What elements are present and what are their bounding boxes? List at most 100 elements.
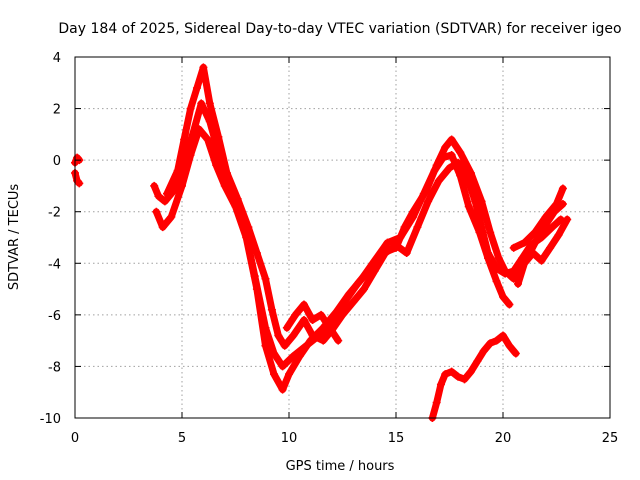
series-trace	[152, 125, 513, 394]
data-point	[199, 63, 208, 72]
data-point	[195, 125, 204, 134]
x-tick-label: 25	[602, 431, 619, 446]
data-point	[163, 189, 172, 198]
series-trace	[163, 63, 565, 350]
data-point	[471, 197, 480, 206]
data-point	[486, 228, 495, 237]
data-point	[180, 135, 189, 144]
series-sat-g	[428, 331, 520, 422]
data-point	[278, 385, 287, 394]
data-point	[511, 349, 520, 358]
data-point	[552, 199, 561, 208]
data-point	[186, 150, 195, 159]
data-point	[520, 259, 529, 268]
data-point	[436, 380, 445, 389]
data-point	[158, 223, 167, 232]
data-point	[492, 336, 501, 345]
data-point	[381, 248, 390, 257]
data-point	[280, 341, 289, 350]
data-point	[492, 277, 501, 286]
data-point	[505, 341, 514, 350]
data-point	[541, 212, 550, 221]
data-point	[441, 370, 450, 379]
data-point	[419, 189, 428, 198]
plot-frame	[74, 56, 611, 419]
data-point	[75, 179, 84, 188]
data-point	[432, 398, 441, 407]
data-point	[291, 310, 300, 319]
y-tick-label: 2	[53, 103, 61, 118]
data-point	[460, 375, 469, 384]
data-point	[454, 372, 463, 381]
data-point	[332, 308, 341, 317]
data-point	[383, 238, 392, 247]
data-point	[486, 339, 495, 348]
data-point	[526, 241, 535, 250]
series-trace	[510, 185, 567, 252]
data-point	[252, 248, 261, 257]
data-point	[479, 346, 488, 355]
data-point	[492, 264, 501, 273]
data-point	[477, 223, 486, 232]
data-point	[319, 336, 328, 345]
data-point	[441, 143, 450, 152]
data-point	[466, 367, 475, 376]
series-sat-f	[282, 300, 343, 345]
data-point	[220, 181, 229, 190]
y-tick-label: -10	[40, 412, 61, 427]
data-point	[447, 135, 456, 144]
data-point	[434, 176, 443, 185]
data-point	[464, 202, 473, 211]
data-point	[563, 215, 572, 224]
data-point	[370, 267, 379, 276]
data-point	[325, 323, 334, 332]
series-trace	[150, 99, 567, 370]
data-point	[285, 370, 293, 379]
y-tick-label: 0	[53, 154, 61, 169]
data-point	[537, 256, 546, 265]
data-point	[349, 297, 358, 306]
data-point	[445, 163, 454, 172]
data-point	[299, 316, 308, 325]
data-point	[267, 305, 276, 314]
data-point	[462, 171, 471, 180]
x-tick-label: 10	[281, 431, 298, 446]
data-point	[203, 135, 212, 144]
data-point	[233, 194, 242, 203]
data-point	[499, 292, 507, 301]
data-point	[167, 212, 176, 221]
data-point	[261, 341, 270, 350]
data-point	[186, 104, 195, 113]
data-point	[396, 233, 405, 242]
series-sat-a	[71, 169, 84, 188]
data-point	[173, 166, 182, 175]
data-point	[299, 300, 308, 309]
data-point	[222, 169, 231, 178]
data-point	[357, 274, 366, 283]
data-point	[289, 331, 298, 340]
x-tick-label: 15	[388, 431, 405, 446]
data-point	[261, 274, 270, 283]
data-point	[308, 316, 317, 325]
y-tick-label: -2	[48, 206, 61, 221]
data-point	[192, 83, 201, 92]
data-point	[513, 279, 522, 288]
chart-title: Day 184 of 2025, Sidereal Day-to-day VTE…	[58, 21, 621, 37]
data-series	[71, 63, 572, 422]
data-point	[150, 181, 159, 190]
data-point	[447, 367, 456, 376]
data-point	[392, 241, 400, 250]
series-sat-i	[509, 184, 567, 252]
data-point	[214, 132, 223, 141]
x-tick-label: 0	[71, 431, 79, 446]
data-point	[439, 153, 448, 162]
series-sat-e	[163, 63, 565, 350]
data-point	[295, 352, 304, 361]
data-point	[430, 166, 439, 175]
series-sat-c	[150, 99, 567, 371]
data-point	[178, 181, 186, 190]
data-point	[554, 230, 563, 239]
data-point	[456, 148, 465, 157]
data-point	[537, 233, 546, 242]
